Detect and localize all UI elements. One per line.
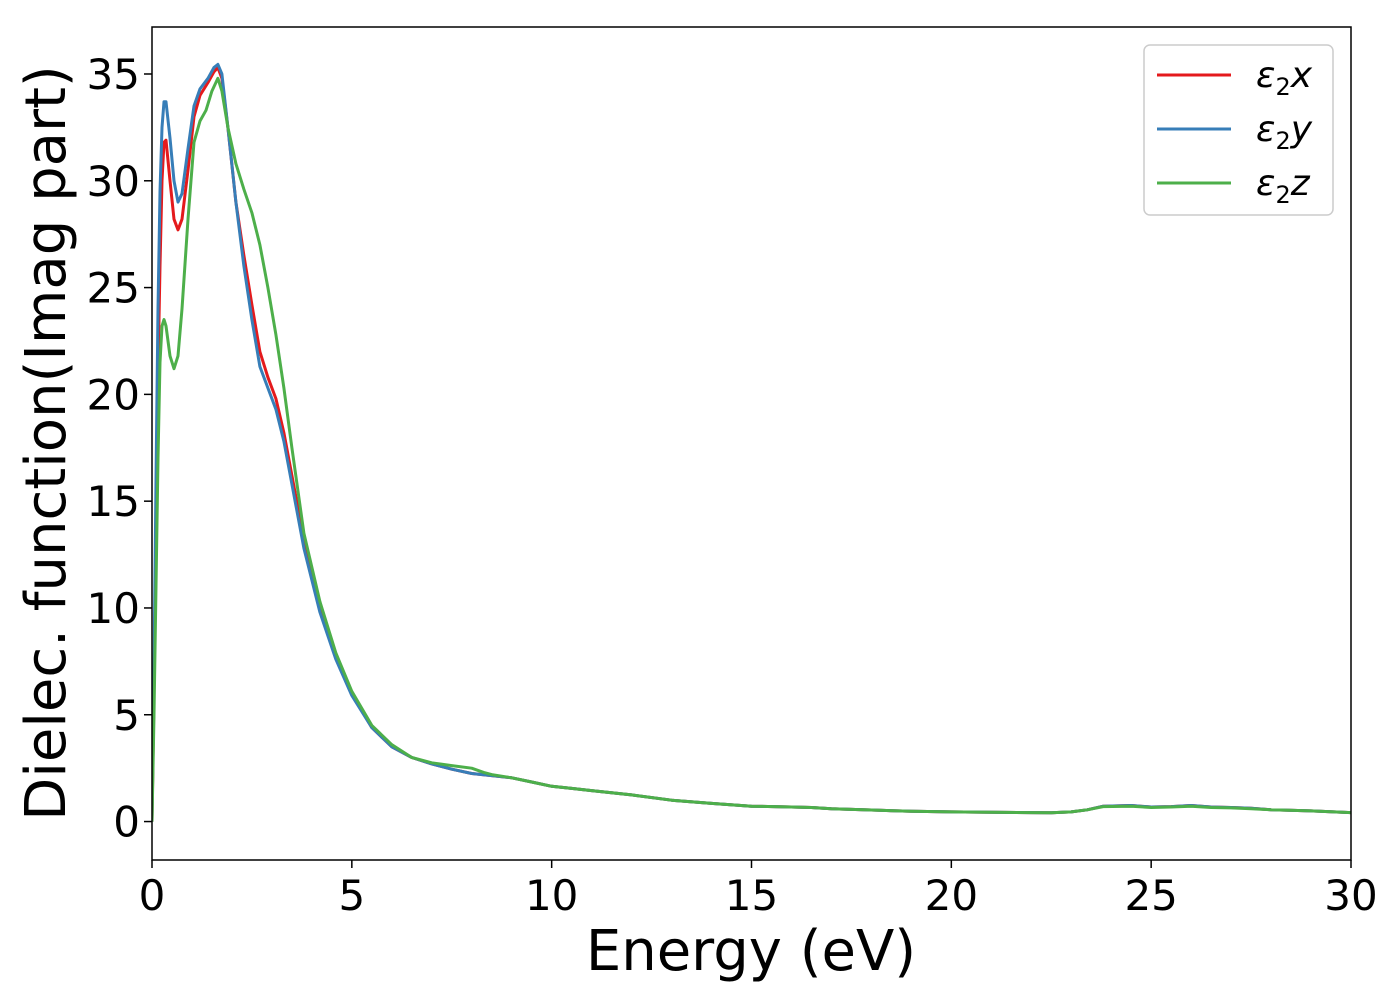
- x-axis-title: Energy (eV): [586, 919, 916, 984]
- legend: ε2x ε2y ε2z: [1143, 44, 1334, 216]
- y-tick-label: 25: [87, 264, 140, 313]
- x-tick-label: 0: [139, 871, 166, 920]
- y-tick-label: 30: [87, 157, 140, 206]
- series-line-z: [152, 76, 1351, 822]
- legend-label-z: ε2z: [1256, 163, 1311, 209]
- x-tick-label: 25: [1124, 871, 1177, 920]
- y-tick-label: 15: [87, 477, 140, 526]
- series-layer: [152, 62, 1351, 822]
- legend-label-y: ε2y: [1256, 109, 1313, 155]
- x-tick-label: 20: [925, 871, 978, 920]
- legend-label-x: ε2x: [1256, 55, 1313, 101]
- y-tick-label: 35: [87, 50, 140, 99]
- y-tick-label: 5: [113, 691, 140, 740]
- legend-box: [1143, 44, 1334, 216]
- y-tick-label: 10: [87, 584, 140, 633]
- y-tick-label: 20: [87, 370, 140, 419]
- x-tick-label: 10: [525, 871, 578, 920]
- y-axis-title: Dielec. function(Imag part): [14, 65, 79, 821]
- x-tick-label: 30: [1324, 871, 1377, 920]
- x-axis-ticks: 0 5 10 15 20 25 30: [139, 860, 1378, 920]
- x-tick-label: 5: [338, 871, 365, 920]
- y-axis-ticks: 0 5 10 15 20 25 30 35: [87, 50, 152, 847]
- y-tick-label: 0: [113, 798, 140, 847]
- x-tick-label: 15: [725, 871, 778, 920]
